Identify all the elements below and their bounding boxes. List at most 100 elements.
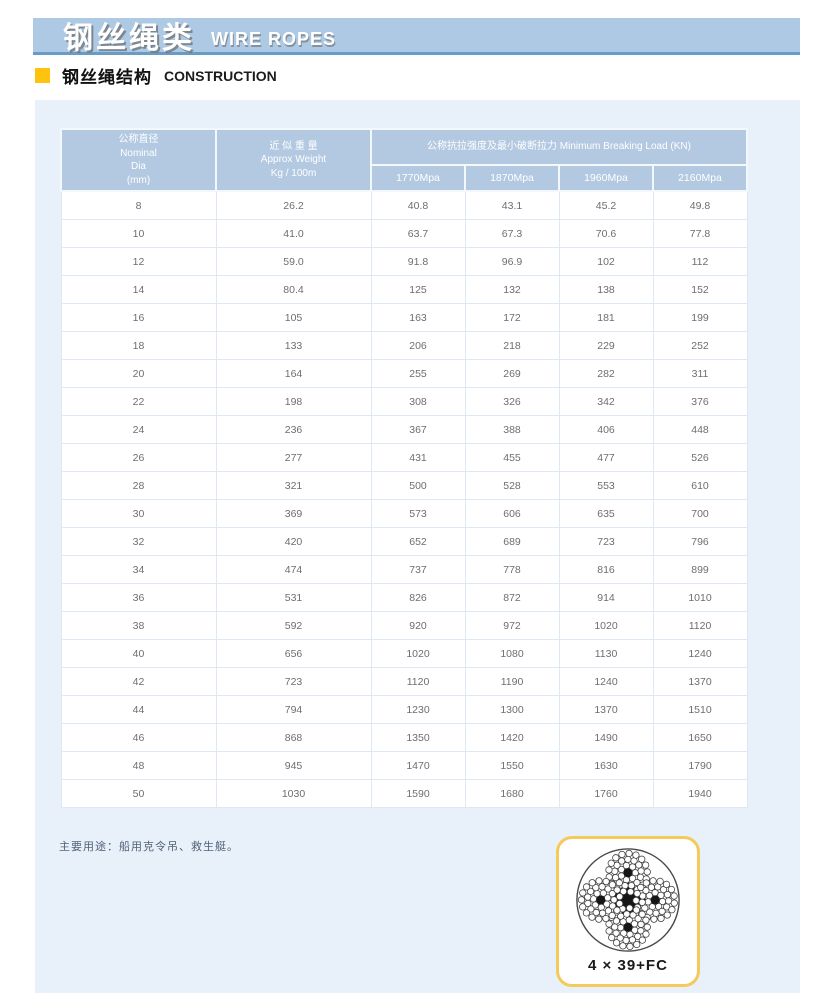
table-row: 38 592 920 972 1020 1120 <box>60 611 748 640</box>
table-cell: 723 <box>558 527 654 556</box>
table-cell: 77.8 <box>652 219 748 248</box>
usage-footnote: 主要用途：船用克令吊、救生艇。 <box>59 841 239 853</box>
table-cell: 914 <box>558 583 654 612</box>
table-cell: 1470 <box>370 751 466 780</box>
table-row: 24 236 367 388 406 448 <box>60 415 748 444</box>
table-body: 8 26.2 40.8 43.1 45.2 49.8 10 41.0 63.7 67.3 70.6 7… <box>60 190 748 808</box>
table-cell: 80.4 <box>215 275 372 304</box>
table-row: 44 794 1230 1300 1370 1510 <box>60 695 748 724</box>
table-cell: 8 <box>60 190 217 220</box>
table-cell: 1490 <box>558 723 654 752</box>
table-cell: 277 <box>215 443 372 472</box>
table-cell: 70.6 <box>558 219 654 248</box>
col-header-line: Approx Weight <box>260 154 327 166</box>
table-cell: 1650 <box>652 723 748 752</box>
table-cell: 229 <box>558 331 654 360</box>
table-cell: 689 <box>464 527 560 556</box>
col-header-grade-2160: 2160Mpa <box>652 164 748 192</box>
page-title-cn: 钢丝绳类 <box>63 22 195 55</box>
col-header-breaking-load: 公称抗拉强度及最小破断拉力 Minimum Breaking Load (KN) <box>370 128 748 166</box>
table-cell: 14 <box>60 275 217 304</box>
table-cell: 526 <box>652 443 748 472</box>
table-cell: 308 <box>370 387 466 416</box>
table-cell: 22 <box>60 387 217 416</box>
table-cell: 26.2 <box>215 190 372 220</box>
table-cell: 63.7 <box>370 219 466 248</box>
table-cell: 46 <box>60 723 217 752</box>
table-cell: 102 <box>558 247 654 276</box>
table-cell: 899 <box>652 555 748 584</box>
table-cell: 794 <box>215 695 372 724</box>
table-cell: 868 <box>215 723 372 752</box>
table-cell: 1240 <box>652 639 748 668</box>
table-cell: 652 <box>370 527 466 556</box>
table-cell: 45.2 <box>558 190 654 220</box>
table-cell: 59.0 <box>215 247 372 276</box>
table-cell: 1550 <box>464 751 560 780</box>
rope-diagram-box: 4 × 39+FC <box>556 836 700 987</box>
table-cell: 369 <box>215 499 372 528</box>
table-cell: 91.8 <box>370 247 466 276</box>
table-cell: 796 <box>652 527 748 556</box>
table-cell: 1020 <box>370 639 466 668</box>
col-header-line: Dia <box>130 161 146 172</box>
table-cell: 311 <box>652 359 748 388</box>
table-row: 12 59.0 91.8 96.9 102 112 <box>60 247 748 276</box>
table-cell: 40.8 <box>370 190 466 220</box>
table-cell: 737 <box>370 555 466 584</box>
table-cell: 206 <box>370 331 466 360</box>
table-cell: 528 <box>464 471 560 500</box>
table-cell: 474 <box>215 555 372 584</box>
table-row: 8 26.2 40.8 43.1 45.2 49.8 <box>60 190 748 220</box>
table-cell: 553 <box>558 471 654 500</box>
table-cell: 125 <box>370 275 466 304</box>
table-row: 46 868 1350 1420 1490 1650 <box>60 723 748 752</box>
table-cell: 96.9 <box>464 247 560 276</box>
table-row: 50 1030 1590 1680 1760 1940 <box>60 779 748 808</box>
rope-cross-section-image <box>576 848 680 952</box>
table-cell: 1300 <box>464 695 560 724</box>
table-cell: 269 <box>464 359 560 388</box>
table-cell: 326 <box>464 387 560 416</box>
table-cell: 218 <box>464 331 560 360</box>
section-title-cn: 钢丝绳结构 <box>62 67 152 87</box>
table-cell: 164 <box>215 359 372 388</box>
table-row: 40 656 1020 1080 1130 1240 <box>60 639 748 668</box>
table-cell: 826 <box>370 583 466 612</box>
table-cell: 18 <box>60 331 217 360</box>
table-cell: 420 <box>215 527 372 556</box>
table-cell: 152 <box>652 275 748 304</box>
table-cell: 872 <box>464 583 560 612</box>
table-cell: 778 <box>464 555 560 584</box>
table-cell: 67.3 <box>464 219 560 248</box>
page-title-en: WIRE ROPES <box>211 28 337 49</box>
table-cell: 42 <box>60 667 217 696</box>
table-cell: 455 <box>464 443 560 472</box>
table-cell: 44 <box>60 695 217 724</box>
table-cell: 1350 <box>370 723 466 752</box>
table-cell: 500 <box>370 471 466 500</box>
table-row: 16 105 163 172 181 199 <box>60 303 748 332</box>
table-cell: 40 <box>60 639 217 668</box>
table-cell: 1230 <box>370 695 466 724</box>
table-cell: 38 <box>60 611 217 640</box>
table-cell: 945 <box>215 751 372 780</box>
col-header-grade-1870: 1870Mpa <box>464 164 560 192</box>
table-cell: 43.1 <box>464 190 560 220</box>
table-cell: 406 <box>558 415 654 444</box>
table-cell: 816 <box>558 555 654 584</box>
table-cell: 41.0 <box>215 219 372 248</box>
table-cell: 181 <box>558 303 654 332</box>
content-panel: 公称直径 Nominal Dia (mm) 近 似 重 量 Approx Wei… <box>35 100 800 993</box>
col-header-line: Nominal <box>120 147 157 159</box>
table-cell: 1760 <box>558 779 654 808</box>
table-cell: 26 <box>60 443 217 472</box>
table-cell: 431 <box>370 443 466 472</box>
table-row: 14 80.4 125 132 138 152 <box>60 275 748 304</box>
table-cell: 1120 <box>370 667 466 696</box>
table-row: 30 369 573 606 635 700 <box>60 499 748 528</box>
table-cell: 367 <box>370 415 466 444</box>
table-cell: 252 <box>652 331 748 360</box>
table-cell: 138 <box>558 275 654 304</box>
col-header-line: (mm) <box>126 174 151 186</box>
